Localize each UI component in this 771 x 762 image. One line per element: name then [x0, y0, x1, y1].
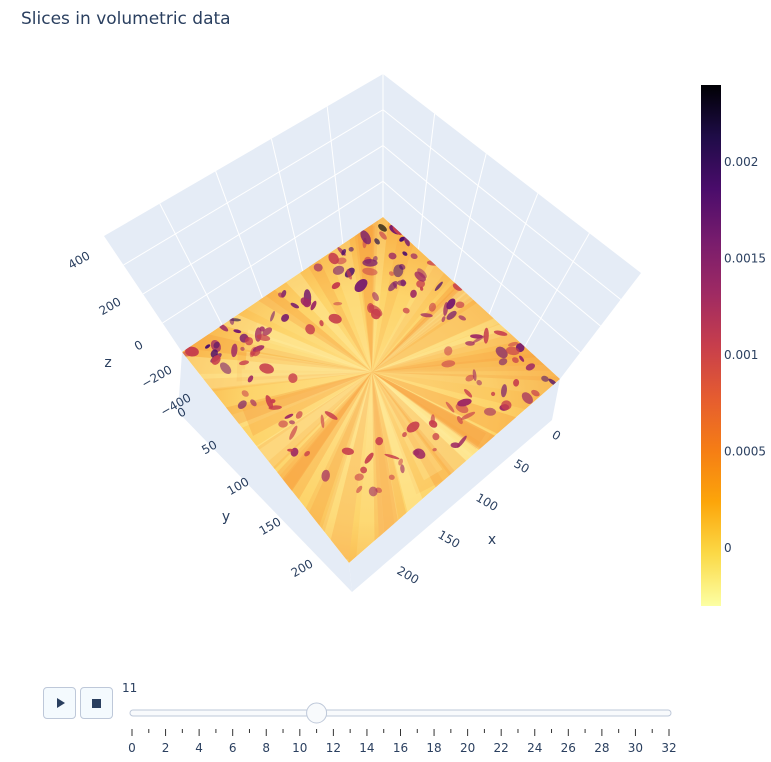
slider-current-value: 11 — [122, 681, 137, 695]
z-axis-title: z — [104, 355, 111, 371]
3d-scene[interactable] — [72, 64, 676, 657]
x-tick: 150 — [436, 527, 463, 551]
x-tick: 100 — [474, 490, 501, 514]
slider-tick-label: 32 — [661, 741, 676, 755]
slider-ticks: 0 2 4 6 8 10 12 14 16 18 20 22 24 26 28 30 32 — [128, 729, 677, 755]
floor-plane — [178, 352, 352, 592]
slider-tick-label: 20 — [460, 741, 475, 755]
stop-icon — [92, 698, 101, 708]
slider-tick-label: 14 — [359, 741, 374, 755]
slider-tick-label: 10 — [292, 741, 307, 755]
slider-rail[interactable] — [129, 709, 672, 717]
slider-tick-label: 30 — [628, 741, 643, 755]
scene-gridlines — [123, 74, 622, 353]
colorbar-tick-label: 0.0005 — [724, 445, 766, 459]
play-icon — [56, 698, 65, 708]
slider-tick-label: 12 — [326, 741, 341, 755]
z-tick: −200 — [139, 362, 175, 391]
colorbar-tick-label: 0.002 — [724, 155, 758, 169]
slider-tick-label: 16 — [393, 741, 408, 755]
chart-title: Slices in volumetric data — [21, 9, 231, 29]
slider-tick-label: 18 — [426, 741, 441, 755]
frame-slider[interactable]: 0 2 4 6 8 10 12 14 16 18 20 22 24 26 28 30 32 — [128, 702, 677, 755]
slider-tick-label: 24 — [527, 741, 542, 755]
y-tick: 50 — [199, 437, 219, 457]
stop-button[interactable] — [80, 687, 113, 719]
colorbar: 0 0.0005 0.001 0.0015 0.002 — [701, 85, 766, 606]
x-tick: 0 — [550, 427, 564, 443]
slider-handle[interactable] — [306, 702, 328, 724]
y-tick: 200 — [289, 556, 316, 580]
slider-tick-label: 28 — [594, 741, 609, 755]
colorbar-tick-label: 0.001 — [724, 348, 758, 362]
slider-tick-label: 4 — [195, 741, 203, 755]
play-button[interactable] — [43, 687, 76, 719]
slider-tick-label: 26 — [561, 741, 576, 755]
x-axis-title: x — [488, 532, 496, 548]
x-tick: 200 — [395, 563, 422, 587]
slider-tick-label: 8 — [262, 741, 270, 755]
y-tick: 150 — [257, 514, 284, 538]
slider-tick-label: 22 — [494, 741, 509, 755]
colorbar-tick-label: 0.0015 — [724, 252, 766, 266]
slider-tick-label: 0 — [128, 741, 136, 755]
z-tick: 0 — [132, 337, 146, 353]
x-tick: 50 — [512, 456, 532, 476]
y-axis-title: y — [222, 509, 230, 525]
slider-tick-label: 6 — [229, 741, 237, 755]
floor-plane-right — [349, 379, 560, 592]
colorbar-ticks: 0 0.0005 0.001 0.0015 0.002 — [724, 155, 766, 555]
slice-blobs — [182, 224, 558, 497]
z-tick: 200 — [97, 294, 124, 318]
back-wall-right — [383, 74, 641, 379]
colorbar-tick-label: 0 — [724, 541, 732, 555]
back-wall-left — [104, 74, 383, 352]
slider-tick-label: 2 — [162, 741, 170, 755]
z-tick: 400 — [66, 248, 93, 272]
colorbar-gradient — [701, 85, 721, 606]
